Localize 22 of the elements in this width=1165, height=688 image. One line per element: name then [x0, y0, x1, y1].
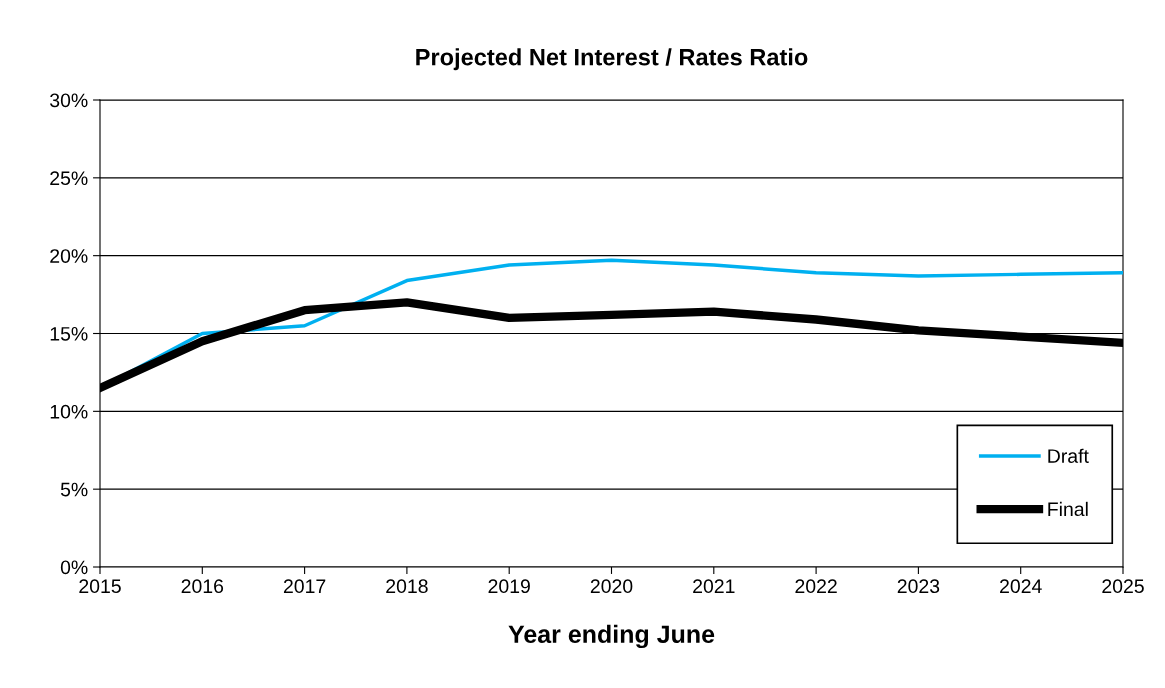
x-tick-label: 2017 [283, 579, 326, 594]
x-tick-label: 2024 [1000, 579, 1042, 594]
x-tick-label: 2019 [488, 579, 530, 594]
y-tick-label: 25% [50, 171, 88, 186]
x-tick-label: 2025 [1102, 579, 1144, 594]
x-tick-label: 2022 [795, 579, 837, 594]
y-tick-label: 20% [50, 249, 88, 263]
legend-label: Final [1048, 501, 1088, 517]
y-tick-label: 30% [50, 93, 88, 108]
x-tick-label: 2016 [181, 579, 224, 594]
legend-label: Draft [1048, 448, 1089, 463]
x-tick-label: 2015 [79, 579, 121, 594]
y-tick-label: 15% [50, 327, 88, 341]
x-tick-label: 2021 [693, 579, 735, 594]
y-tick-label: 10% [50, 404, 88, 419]
y-tick-label: 0% [60, 560, 88, 575]
chart-title: Projected Net Interest / Rates Ratio [416, 48, 808, 71]
x-tick-label: 2018 [386, 579, 428, 594]
x-tick-label: 2023 [897, 579, 940, 594]
x-tick-label: 2020 [590, 579, 633, 594]
y-tick-label: 5% [60, 482, 88, 497]
x-axis-title: Year ending June [508, 624, 715, 649]
